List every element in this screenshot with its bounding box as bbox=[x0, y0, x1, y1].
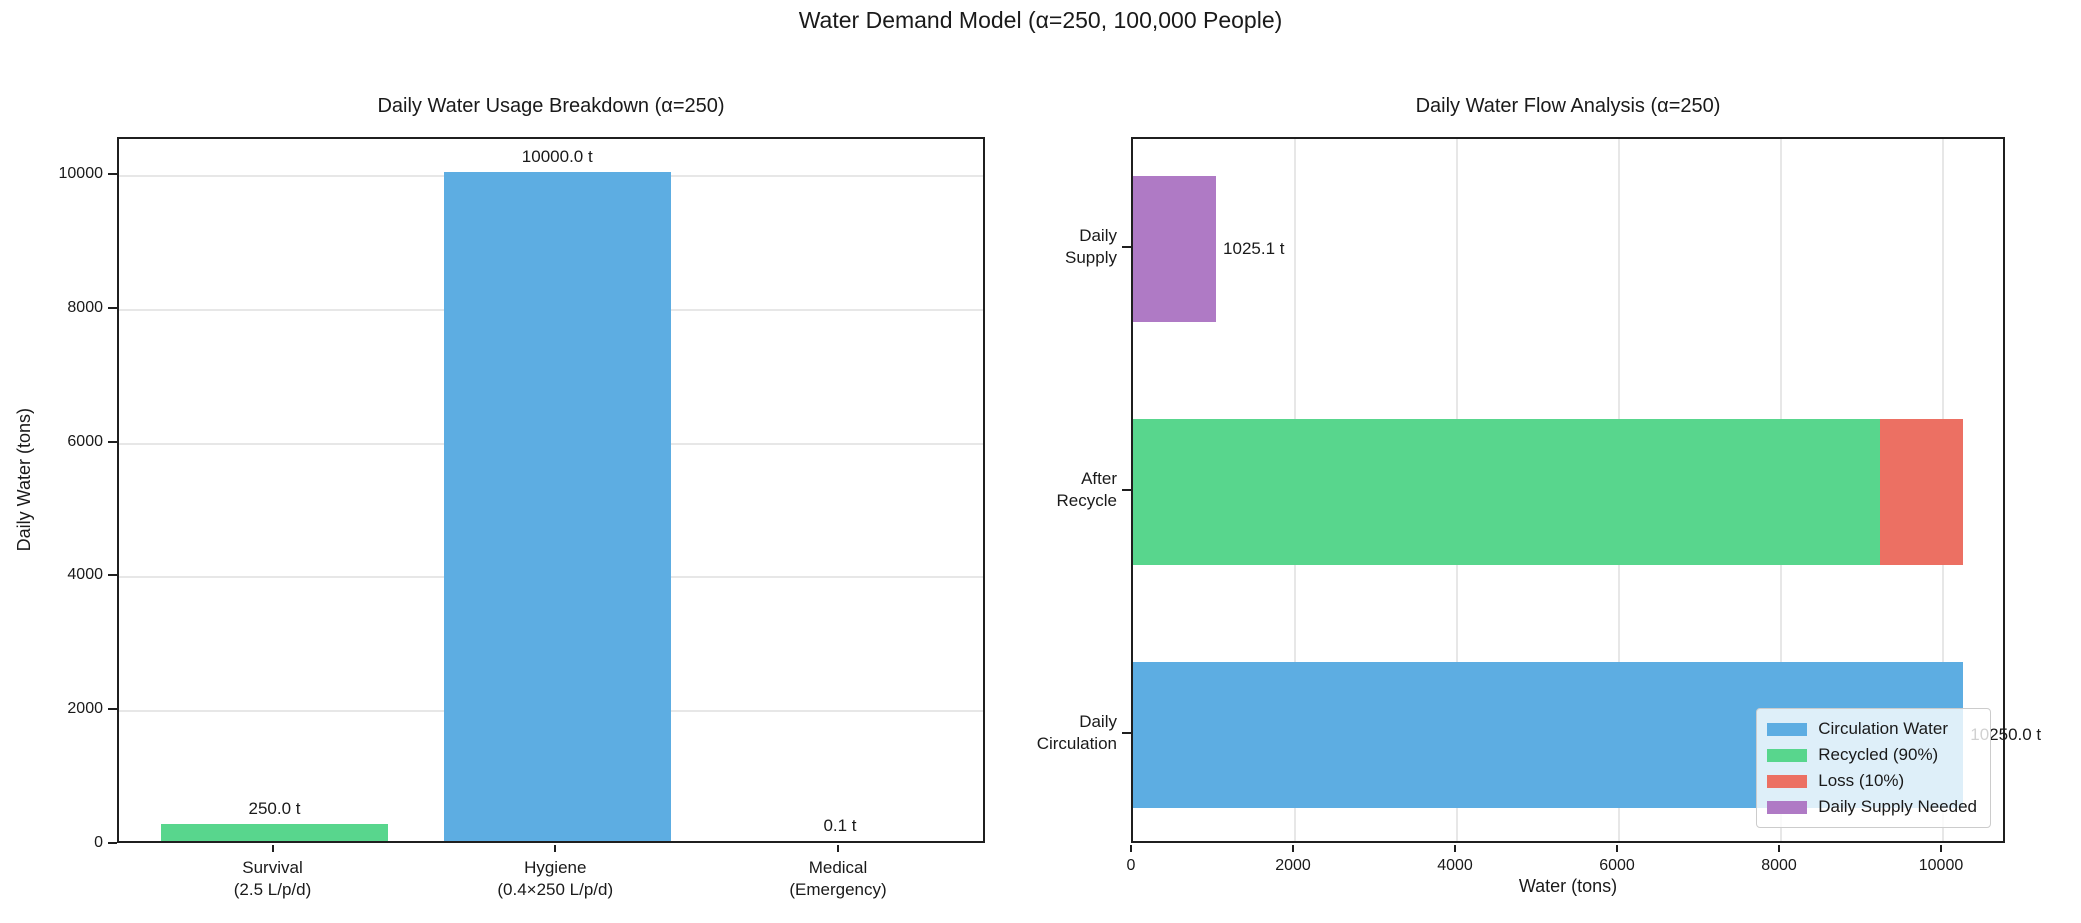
usage-bar bbox=[161, 824, 388, 841]
category-label: Daily Circulation bbox=[979, 711, 1117, 755]
category-label-line: Supply bbox=[1065, 247, 1117, 267]
legend-label: Loss (10%) bbox=[1818, 771, 1905, 790]
x-tick-label: 10000 bbox=[1918, 857, 1964, 874]
x-tick-mark bbox=[1292, 845, 1294, 852]
x-tick-mark bbox=[837, 845, 839, 852]
y-tick-mark bbox=[1122, 732, 1131, 735]
legend-swatch bbox=[1767, 722, 1808, 736]
category-label: After Recycle bbox=[979, 468, 1117, 512]
category-label-line: Recycle bbox=[1056, 491, 1117, 510]
category-label-line: Survival bbox=[242, 858, 303, 877]
right-plot-area: 1025.1 t 10250.0 t Circulation Water Recycl… bbox=[1131, 137, 2041, 843]
legend-item: Daily Supply Needed bbox=[1767, 794, 1977, 820]
y-tick-mark bbox=[1122, 245, 1131, 248]
legend-label: Daily Supply Needed bbox=[1818, 797, 1977, 816]
flow-bar-segment bbox=[1880, 419, 1964, 565]
x-tick-mark bbox=[1616, 845, 1618, 852]
y-tick-mark bbox=[108, 172, 117, 175]
left-plot-area: 250.0 t 10000.0 t 0.1 t bbox=[117, 137, 985, 843]
legend-item: Circulation Water bbox=[1767, 716, 1977, 742]
figure-title: Water Demand Model (α=250, 100,000 Peopl… bbox=[798, 7, 1283, 33]
y-tick-label: 4000 bbox=[67, 566, 103, 584]
y-tick-mark bbox=[108, 440, 117, 443]
category-label: Survival (2.5 L/p/d) bbox=[133, 857, 413, 901]
category-label-line: (2.5 L/p/d) bbox=[233, 880, 312, 899]
y-tick-mark bbox=[108, 306, 117, 309]
x-tick-mark bbox=[1130, 845, 1132, 852]
category-label-line: After bbox=[1081, 469, 1117, 488]
x-tick-mark bbox=[1940, 845, 1942, 852]
y-tick-label: 2000 bbox=[67, 700, 103, 718]
legend-swatch bbox=[1767, 800, 1808, 814]
category-label-line: Daily bbox=[1079, 712, 1117, 732]
legend-label: Recycled (90%) bbox=[1818, 745, 1939, 764]
category-label: Hygiene (0.4×250 L/p/d) bbox=[415, 857, 695, 901]
legend: Circulation Water Recycled (90%) Loss (10%… bbox=[1756, 708, 1991, 828]
legend-item: Loss (10%) bbox=[1767, 768, 1977, 794]
category-label-line: (Emergency) bbox=[789, 880, 887, 899]
bar-value-label: 1025.1 t bbox=[1223, 238, 1285, 258]
bar-value-label: 10000.0 t bbox=[521, 147, 593, 166]
x-tick-label: 6000 bbox=[1599, 857, 1635, 874]
x-tick-label: 8000 bbox=[1761, 857, 1797, 874]
legend-label: Circulation Water bbox=[1818, 719, 1948, 738]
left-chart-title: Daily Water Usage Breakdown (α=250) bbox=[377, 95, 725, 117]
category-label-line: (0.4×250 L/p/d) bbox=[497, 880, 614, 899]
right-x-axis-label: Water (tons) bbox=[1518, 876, 1618, 896]
x-tick-mark bbox=[271, 845, 274, 852]
y-tick-label: 0 bbox=[94, 834, 103, 851]
legend-swatch bbox=[1767, 774, 1808, 788]
bar-value-label: 0.1 t bbox=[823, 816, 857, 835]
category-label-line: Daily bbox=[1079, 225, 1117, 245]
category-label: Medical (Emergency) bbox=[698, 857, 978, 901]
x-tick-label: 4000 bbox=[1437, 857, 1473, 874]
category-label-line: Hygiene bbox=[524, 858, 587, 877]
flow-bar-segment bbox=[1133, 175, 1217, 322]
x-tick-label: 2000 bbox=[1275, 857, 1311, 874]
y-tick-mark bbox=[108, 842, 117, 844]
y-tick-label: 8000 bbox=[67, 298, 103, 316]
legend-swatch bbox=[1767, 748, 1808, 762]
category-label-line: Circulation bbox=[1036, 734, 1117, 754]
left-y-axis-label: Daily Water (tons) bbox=[14, 408, 34, 552]
y-tick-mark bbox=[1122, 489, 1131, 491]
legend-item: Recycled (90%) bbox=[1767, 742, 1977, 768]
y-tick-mark bbox=[108, 574, 117, 577]
category-label: Daily Supply bbox=[979, 225, 1117, 269]
usage-bar bbox=[443, 172, 671, 841]
bar-value-label: 250.0 t bbox=[248, 799, 301, 819]
right-chart-title: Daily Water Flow Analysis (α=250) bbox=[1415, 95, 1721, 117]
category-label-line: Medical bbox=[808, 858, 868, 877]
x-tick-mark bbox=[554, 845, 557, 852]
flow-bar-segment bbox=[1133, 419, 1881, 565]
x-tick-label: 0 bbox=[1126, 857, 1136, 874]
x-tick-mark bbox=[1778, 845, 1780, 852]
x-tick-mark bbox=[1454, 845, 1456, 852]
y-tick-mark bbox=[108, 708, 117, 711]
y-tick-label: 10000 bbox=[58, 164, 104, 182]
